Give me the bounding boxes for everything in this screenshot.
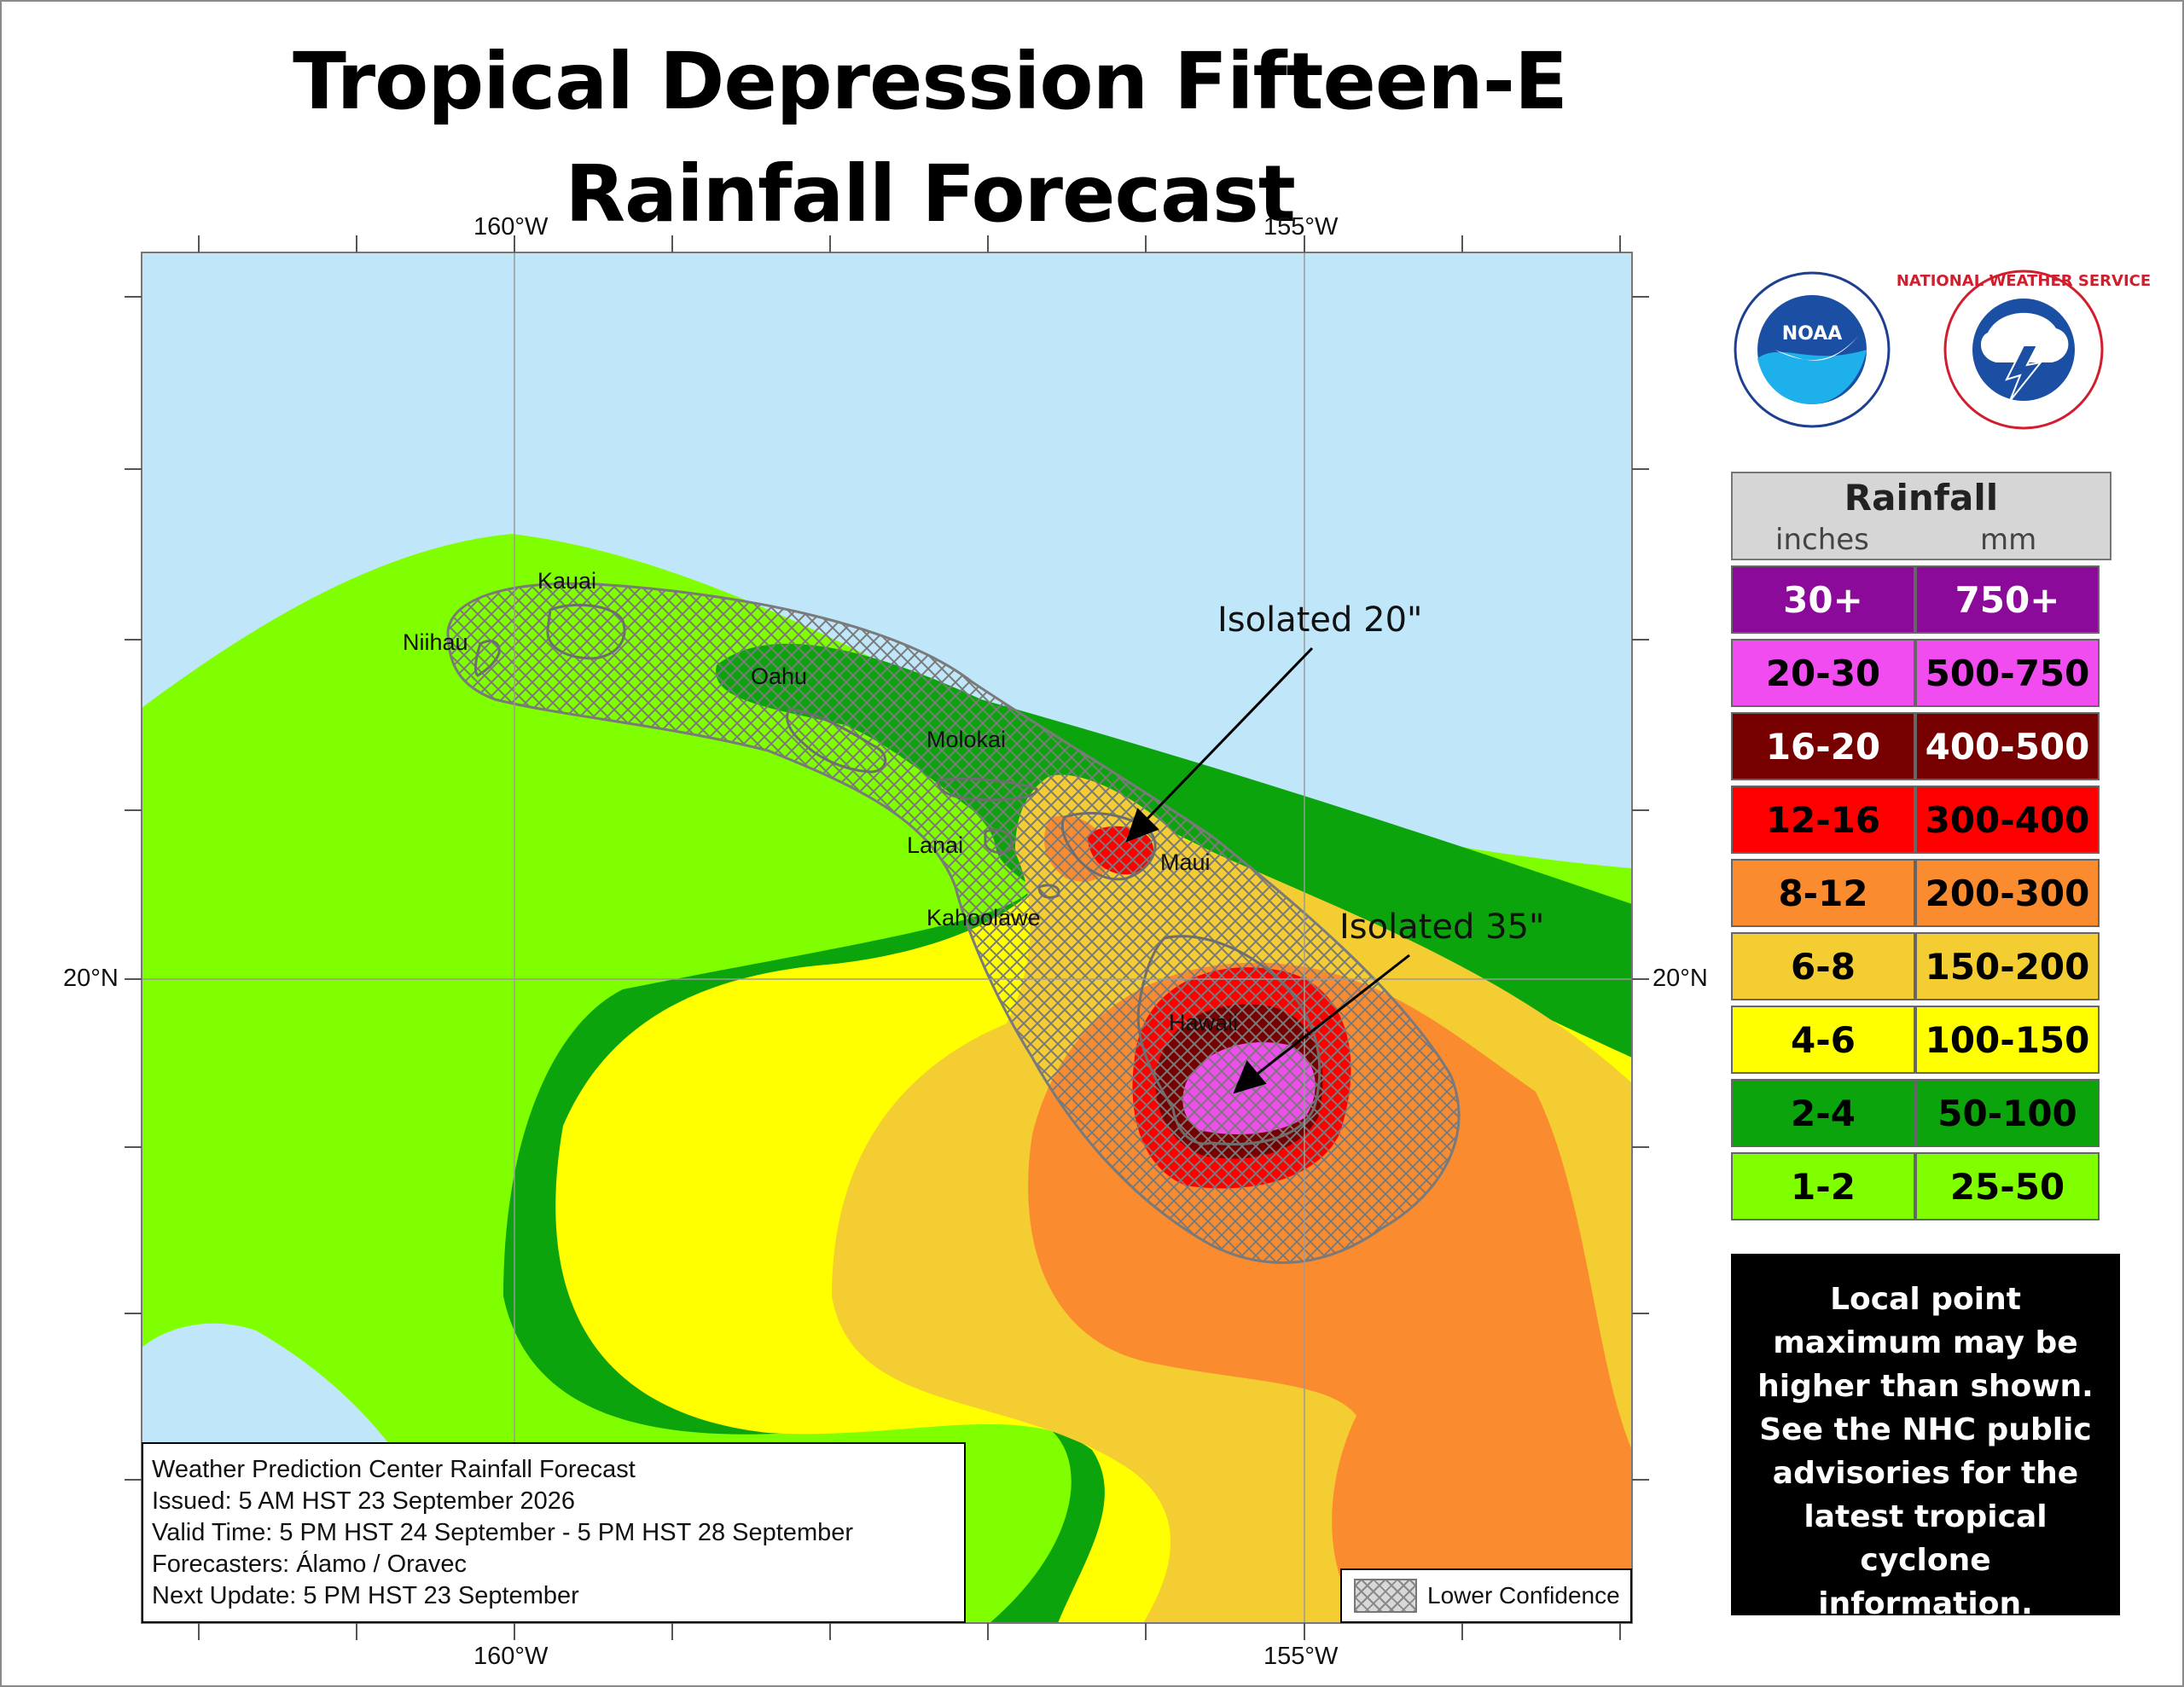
legend-cell-inches: 16-20: [1731, 712, 1915, 780]
note-line: higher than shown.: [1757, 1369, 2094, 1404]
lon-label-bottom-160w: 160°W: [473, 1643, 549, 1670]
legend-cell-mm: 300-400: [1915, 786, 2100, 854]
legend-cell-inches: 20-30: [1731, 639, 1915, 707]
legend-unit-inches: inches: [1775, 523, 1869, 557]
legend-cell-inches: 30+: [1731, 565, 1915, 634]
legend-cell-mm: 25-50: [1915, 1152, 2100, 1220]
nws-logo-ring-text: NATIONAL WEATHER SERVICE: [1896, 272, 2151, 290]
map-subtitle: Rainfall Forecast: [565, 148, 1296, 240]
note-line: maximum may be: [1773, 1325, 2078, 1360]
note-line: See the NHC public: [1759, 1412, 2092, 1447]
legend-cell-inches: 6-8: [1731, 932, 1915, 1000]
island-molokai-outline: [937, 777, 1038, 802]
legend-title: Rainfall: [1844, 477, 1999, 519]
arrow-isolated-35: [1253, 954, 1410, 1078]
lower-confidence-label: Lower Confidence: [1427, 1582, 1620, 1609]
note-line: information.: [1818, 1586, 2033, 1621]
map-title: Tropical Depression Fifteen-E: [293, 36, 1568, 127]
island-lanai-outline: [984, 828, 1014, 855]
noaa-logo: NOAA: [1734, 271, 1891, 428]
lower-confidence-area: [446, 582, 1461, 1264]
legend-header: Rainfall inches mm: [1731, 472, 2111, 560]
arrowhead-isolated-20: [1125, 808, 1159, 843]
legend-cell-mm: 200-300: [1915, 859, 2100, 927]
arrowhead-isolated-35: [1233, 1060, 1267, 1094]
info-line-issued: Issued: 5 AM HST 23 September 2026: [152, 1487, 575, 1515]
legend-cell-inches: 2-4: [1731, 1079, 1915, 1147]
info-line-valid-time: Valid Time: 5 PM HST 24 September - 5 PM…: [152, 1519, 854, 1546]
label-kauai: Kauai: [537, 568, 596, 594]
note-line: advisories for the: [1772, 1456, 2079, 1491]
label-molokai: Molokai: [926, 727, 1006, 752]
annotation-isolated-20: Isolated 20": [1217, 600, 1422, 640]
legend-cell-mm: 100-150: [1915, 1006, 2100, 1074]
legend-cell-mm: 750+: [1915, 565, 2100, 634]
island-kauai-outline: [546, 603, 626, 660]
map-border: [141, 252, 1633, 1624]
info-line-forecasters: Forecasters: Álamo / Oravec: [152, 1551, 468, 1578]
noaa-logo-text: NOAA: [1782, 323, 1843, 345]
legend-unit-mm: mm: [1980, 523, 2037, 557]
label-maui: Maui: [1160, 849, 1211, 875]
label-niihau: Niihau: [403, 629, 468, 655]
note-box: Local point maximum may be higher than s…: [1731, 1254, 2120, 1621]
island-oahu-outline: [786, 708, 886, 774]
legend-cell-mm: 50-100: [1915, 1079, 2100, 1147]
island-maui-outline: [1060, 811, 1157, 881]
tick-marks: [125, 235, 1649, 1640]
lon-label-bottom-155w: 155°W: [1263, 1643, 1339, 1670]
nws-logo: NATIONAL WEATHER SERVICE: [1896, 270, 2151, 430]
lat-label-right-20n: 20°N: [1653, 965, 1708, 992]
annotation-isolated-35: Isolated 35": [1339, 907, 1544, 947]
label-kahoolawe: Kahoolawe: [926, 905, 1041, 930]
legend-cell-mm: 500-750: [1915, 639, 2100, 707]
label-lanai: Lanai: [907, 832, 963, 858]
lower-confidence-key: Lower Confidence: [1340, 1568, 1632, 1623]
note-line: Local point: [1830, 1282, 2021, 1317]
legend-cell-mm: 400-500: [1915, 712, 2100, 780]
legend-cell-mm: 150-200: [1915, 932, 2100, 1000]
lat-label-left-20n: 20°N: [63, 965, 119, 992]
lon-label-top-160w: 160°W: [473, 213, 549, 241]
label-oahu: Oahu: [751, 664, 807, 689]
info-line-next-update: Next Update: 5 PM HST 23 September: [152, 1582, 579, 1609]
island-kahoolawe-outline: [1037, 884, 1060, 899]
legend-cell-inches: 4-6: [1731, 1006, 1915, 1074]
island-outlines: [473, 603, 1321, 1146]
island-niihau-outline: [473, 640, 501, 677]
graticule: [142, 252, 1632, 1623]
forecast-info-box: Weather Prediction Center Rainfall Forec…: [142, 1442, 966, 1623]
arrow-isolated-20: [1141, 646, 1314, 825]
legend-cell-inches: 12-16: [1731, 786, 1915, 854]
note-line: latest tropical cyclone: [1804, 1499, 2048, 1578]
legend-cell-inches: 8-12: [1731, 859, 1915, 927]
island-hawaii-outline: [1136, 935, 1321, 1146]
lower-confidence-swatch: [1354, 1579, 1417, 1613]
legend-cell-inches: 1-2: [1731, 1152, 1915, 1220]
label-hawaii: Hawaii: [1169, 1010, 1238, 1035]
lon-label-top-155w: 155°W: [1263, 213, 1339, 241]
info-line-center: Weather Prediction Center Rainfall Forec…: [152, 1456, 636, 1483]
